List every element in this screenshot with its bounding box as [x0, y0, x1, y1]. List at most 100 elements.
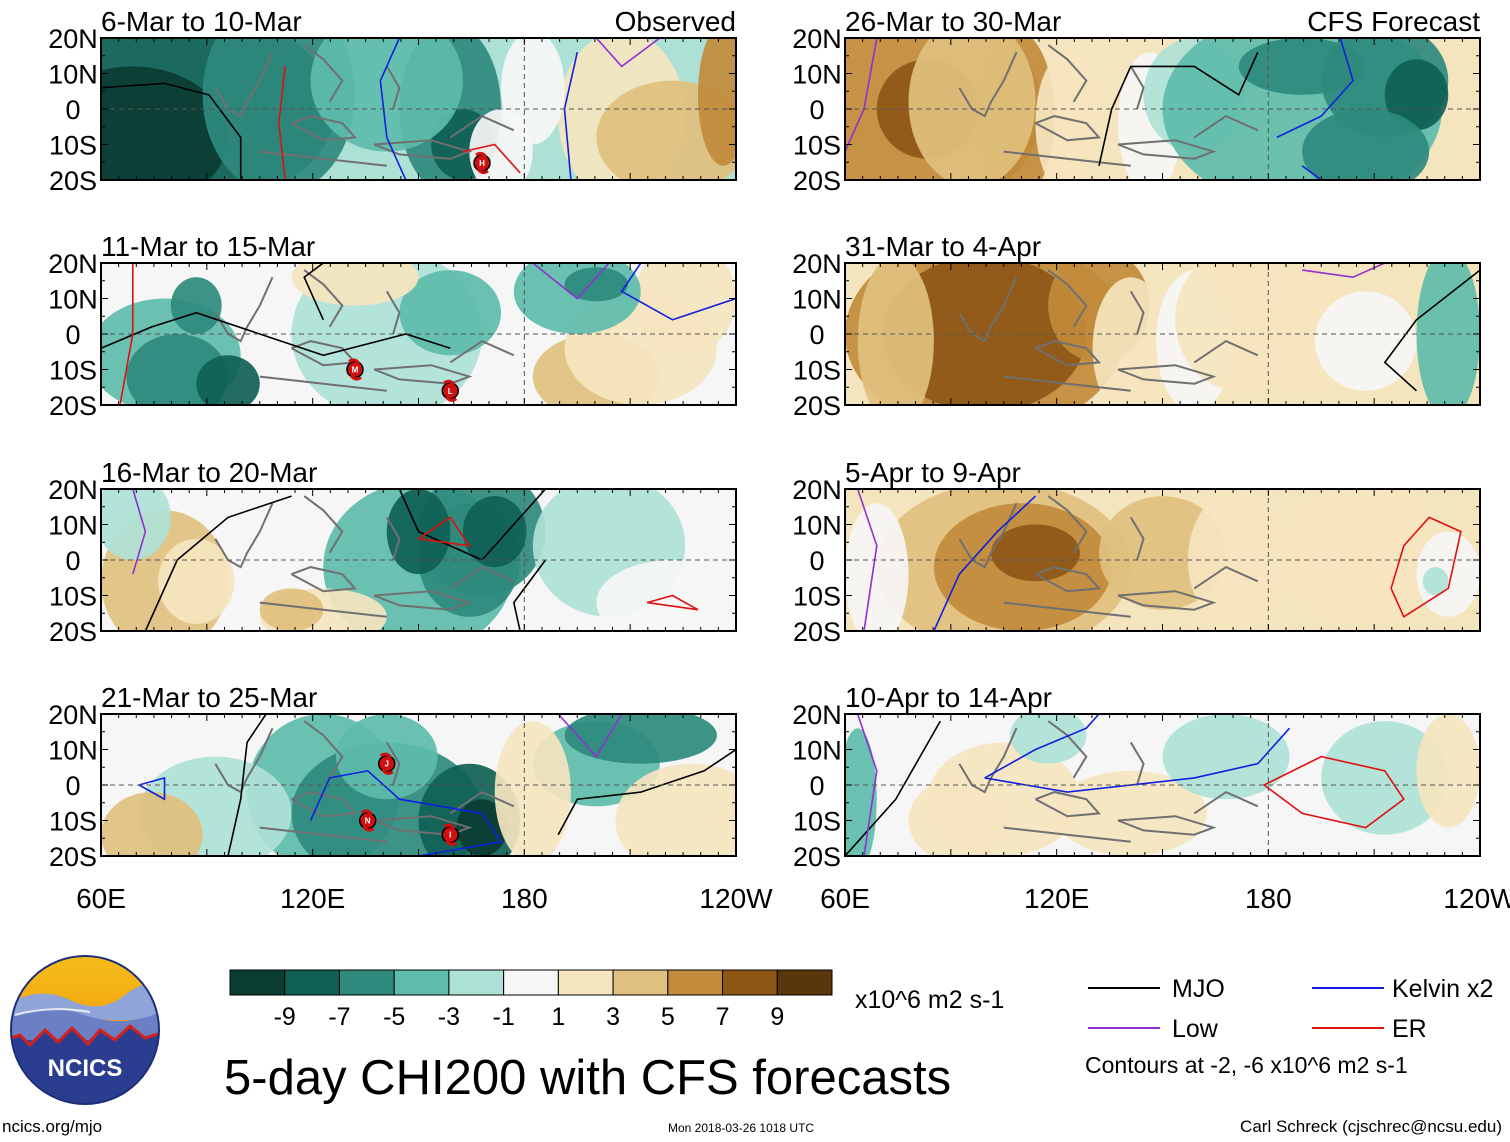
- colorbar-swatch: [284, 969, 340, 996]
- y-tick-label: 20S: [793, 391, 841, 421]
- svg-text:N: N: [365, 817, 371, 826]
- coastline: [385, 65, 401, 110]
- ncics-logo: NCICS: [10, 955, 160, 1105]
- coastline: [958, 727, 1018, 794]
- panel-period-title: 16-Mar to 20-Mar: [101, 457, 317, 488]
- cyclone-icon: M: [346, 358, 364, 381]
- chi200-field: [845, 38, 1480, 180]
- chi200-field: [845, 714, 1480, 856]
- footer-url: ncics.org/mjo: [2, 1117, 102, 1136]
- coastline: [1193, 114, 1259, 139]
- coastline: [373, 139, 473, 160]
- coastline: [214, 51, 274, 118]
- coastline: [1047, 44, 1088, 103]
- coastline: [291, 566, 358, 593]
- y-tick-label: 20S: [49, 166, 97, 196]
- colorbar-swatch: [338, 969, 395, 996]
- coastline: [303, 44, 344, 103]
- column-label-left: Observed: [615, 6, 736, 37]
- wave-contour: [138, 776, 166, 801]
- coastline: [1129, 741, 1145, 786]
- panel-period-title: 31-Mar to 4-Apr: [845, 231, 1041, 262]
- cyclone-icon: I: [441, 823, 459, 846]
- coastline: [1193, 339, 1259, 364]
- y-tick-label: 0: [809, 546, 824, 576]
- coastline: [1047, 495, 1088, 554]
- y-tick-label: 10N: [48, 60, 98, 90]
- chi200-field: [101, 714, 736, 856]
- coastline: [214, 727, 274, 794]
- wave-contour: [933, 495, 1037, 631]
- coastline: [1047, 269, 1088, 328]
- coastline: [1117, 815, 1217, 836]
- wave-contour: [1263, 755, 1405, 829]
- wave-contour: [418, 516, 471, 547]
- y-tick-label: 20N: [48, 700, 98, 730]
- y-tick-label: 10N: [48, 736, 98, 766]
- svg-text:J: J: [385, 760, 389, 769]
- y-tick-label: 10S: [49, 131, 97, 161]
- wave-contour: [1301, 165, 1322, 180]
- colorbar-label: -3: [438, 1003, 460, 1031]
- colorbar-label: -9: [274, 1003, 296, 1031]
- wave-contour: [984, 714, 1100, 779]
- y-tick-label: 0: [809, 95, 824, 125]
- chi200-field: [845, 489, 1480, 631]
- coastline: [291, 791, 358, 818]
- svg-text:L: L: [448, 387, 453, 396]
- panel-period-title: 26-Mar to 30-Mar: [845, 6, 1061, 37]
- panel-p-fc-3: 20N 10N 0 10S 20S 5-Apr to 9-Apr: [792, 457, 1481, 647]
- svg-text:I: I: [449, 831, 451, 840]
- wave-contour: [101, 311, 451, 357]
- legend-label-kelvin: Kelvin x2: [1392, 975, 1493, 1003]
- coastline: [1035, 340, 1102, 367]
- wave-contour: [309, 769, 503, 856]
- coastline: [1193, 790, 1259, 815]
- y-tick-label: 10S: [49, 807, 97, 837]
- colorbar: -9 -7 -5 -3 -1 1 3 5 7 9: [229, 969, 833, 1031]
- wave-contour: [144, 495, 292, 631]
- coastline: [958, 51, 1018, 118]
- y-tick-label: 20N: [792, 700, 842, 730]
- y-tick-label: 20N: [792, 249, 842, 279]
- coastline: [449, 339, 515, 364]
- x-tick-label: 180: [501, 883, 548, 914]
- y-tick-label: 20S: [793, 842, 841, 872]
- y-tick-label: 20S: [793, 617, 841, 647]
- colorbar-swatch: [503, 969, 559, 996]
- y-tick-label: 20N: [48, 249, 98, 279]
- colorbar-swatch: [448, 969, 505, 996]
- coastline: [1003, 150, 1131, 167]
- coastline: [449, 565, 515, 590]
- coastline: [259, 601, 387, 618]
- x-tick-label: 120W: [699, 883, 773, 914]
- y-tick-label: 20N: [48, 475, 98, 505]
- main-title: 5-day CHI200 with CFS forecasts: [224, 1051, 951, 1105]
- y-tick-label: 0: [65, 771, 80, 801]
- wave-contour: [557, 748, 736, 836]
- coastline: [1003, 375, 1131, 392]
- y-tick-label: 10N: [792, 60, 842, 90]
- wave-contour: [227, 714, 267, 856]
- coastline: [1035, 791, 1102, 818]
- colorbar-label: -1: [493, 1003, 515, 1031]
- y-tick-label: 20S: [49, 391, 97, 421]
- colorbar-units: x10^6 m2 s-1: [855, 986, 1004, 1014]
- colorbar-swatch: [229, 969, 286, 996]
- y-tick-label: 0: [809, 320, 824, 350]
- panel-p-fc-2: 20N 10N 0 10S 20S 31-Mar to 4-Apr: [792, 231, 1481, 421]
- y-tick-label: 10S: [793, 807, 841, 837]
- y-tick-label: 0: [65, 546, 80, 576]
- footer-timestamp: Mon 2018-03-26 1018 UTC: [668, 1121, 814, 1135]
- panel-p-fc-1: 20N 10N 0 10S 20S 26-Mar to 30-Mar CFS Forecas…: [792, 6, 1481, 196]
- colorbar-swatch: [557, 969, 614, 996]
- colorbar-label: 9: [770, 1003, 784, 1031]
- y-tick-label: 20S: [793, 166, 841, 196]
- colorbar-swatch: [667, 969, 724, 996]
- coastline: [1129, 290, 1145, 335]
- legend-label-mjo: MJO: [1172, 975, 1225, 1003]
- wave-contour: [101, 82, 242, 180]
- colorbar-label: -7: [328, 1003, 350, 1031]
- coastline: [385, 516, 401, 561]
- y-tick-label: 0: [809, 771, 824, 801]
